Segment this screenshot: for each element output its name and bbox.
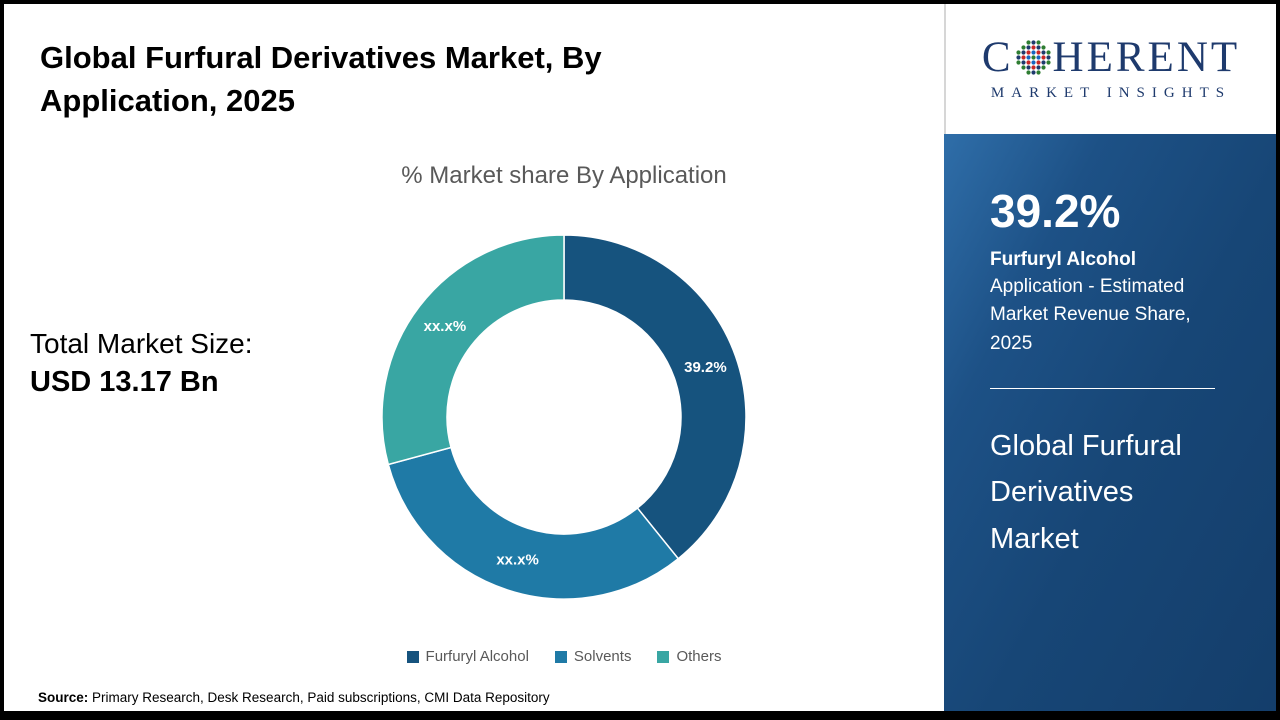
source-text: Primary Research, Desk Research, Paid su… [88,690,550,705]
total-market-size-value: USD 13.17 Bn [30,366,219,398]
legend-swatch [657,650,670,663]
legend-label: Furfuryl Alcohol [425,648,529,665]
legend-item-solvents[interactable]: Solvents [554,648,632,665]
coherent-logo-globe-icon [1015,40,1051,75]
legend-label: Others [676,648,722,665]
legend-swatch [554,650,567,663]
logo-text-post: HERENT [1052,34,1241,81]
page-title: Global Furfural Derivatives Market, By A… [40,40,602,119]
chart-subtitle: % Market share By Application [401,162,727,189]
stat-segment-name: Furfuryl Alcohol [990,248,1137,270]
chart-legend: Furfuryl Alcohol Solvents Others [244,648,884,665]
legend-swatch [406,650,419,663]
panel-title: Global Furfural Derivatives Market [990,430,1182,555]
panel-divider [990,388,1215,390]
legend-item-others[interactable]: Others [657,648,721,665]
source-label: Source: [38,690,89,705]
legend-item-furfuryl-alcohol[interactable]: Furfuryl Alcohol [406,648,529,665]
stat-value: 39.2% [990,185,1121,237]
donut-segment-furfuryl-alcohol[interactable] [563,234,747,560]
logo-area: C HERENT MARKET INSIGHTS [944,4,1276,134]
donut-chart-svg[interactable]: 39.2% xx.x% xx.x% [377,230,751,604]
coherent-logo: C HERENT [982,36,1240,79]
logo-text-pre: C [981,34,1014,81]
total-market-size-label: Total Market Size: [30,328,253,359]
source-line: Source: Primary Research, Desk Research,… [38,690,550,705]
donut-segment-others[interactable] [381,234,565,466]
donut-segment-label: 39.2% [684,359,727,376]
chart-area: Global Furfural Derivatives Market, By A… [4,4,944,711]
donut-segment-solvents[interactable] [387,446,680,600]
donut-segment-label: xx.x% [424,318,467,335]
sidebar: C HERENT MARKET INSIGHTS 39.2% Furfuryl … [944,4,1276,711]
legend-label: Solvents [573,648,632,665]
donut-chart: 39.2% xx.x% xx.x% [377,230,751,604]
highlight-panel: 39.2% Furfuryl Alcohol Application - Est… [944,134,1276,711]
logo-subtext: MARKET INSIGHTS [990,85,1232,101]
stat-description: Application - Estimated Market Revenue S… [990,275,1191,354]
donut-segment-label: xx.x% [496,552,539,569]
